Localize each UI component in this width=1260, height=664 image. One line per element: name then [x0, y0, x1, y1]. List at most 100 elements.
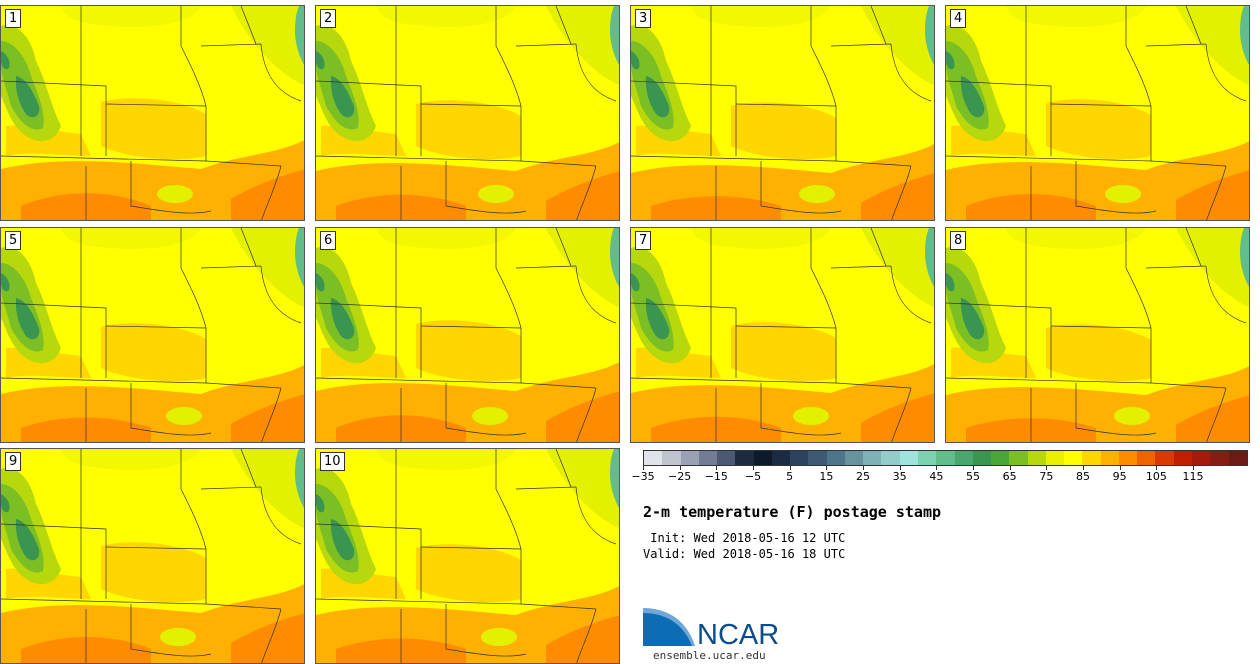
valid-time: Valid: Wed 2018-05-16 18 UTC: [643, 547, 846, 561]
figure-title: 2-m temperature (F) postage stamp: [643, 503, 942, 521]
colorbar-swatch: [1082, 451, 1101, 465]
init-time: Init: Wed 2018-05-16 12 UTC: [643, 531, 846, 545]
temperature-map: [946, 6, 1249, 220]
colorbar-swatch: [1045, 451, 1065, 465]
colorbar-swatch: [1191, 451, 1211, 465]
colorbar-swatch: [1137, 451, 1156, 465]
colorbar-tick-mark: [643, 466, 644, 470]
member-number-label: 7: [635, 231, 652, 250]
colorbar-swatch: [972, 451, 992, 465]
member-number-label: 5: [5, 231, 22, 250]
colorbar-tick-label: 85: [1076, 470, 1090, 483]
colorbar-tick-label: 65: [1002, 470, 1017, 483]
colorbar-swatch: [698, 451, 718, 465]
ensemble-member-panel: 4: [945, 5, 1250, 221]
colorbar-tick-mark: [1046, 466, 1048, 470]
colorbar-swatch: [662, 451, 681, 465]
colorbar-tick-mark: [863, 466, 864, 470]
colorbar-swatch: [881, 451, 900, 465]
colorbar-swatch: [790, 451, 809, 465]
colorbar-tick-label: 25: [856, 470, 870, 483]
colorbar-tick-label: −5: [744, 470, 762, 483]
colorbar-tick-mark: [716, 466, 718, 470]
ensemble-member-panel: 1: [0, 5, 305, 221]
member-number-label: 2: [320, 9, 337, 28]
colorbar-swatch: [771, 451, 791, 465]
member-number-label: 10: [320, 452, 345, 471]
colorbar-tick-label: 95: [1112, 470, 1127, 483]
colorbar-swatch: [863, 451, 882, 465]
colorbar-swatch: [899, 451, 918, 465]
member-number-label: 6: [320, 231, 337, 250]
ensemble-member-panel: 5: [0, 227, 305, 443]
colorbar-swatch: [954, 451, 973, 465]
colorbar-tick-label: 105: [1145, 470, 1167, 483]
colorbar-tick-label: 15: [819, 470, 834, 483]
colorbar-tick-label: 55: [966, 470, 980, 483]
colorbar-tick-mark: [1083, 466, 1084, 470]
colorbar-tick-mark: [973, 466, 974, 470]
temperature-map: [1, 228, 304, 442]
colorbar-swatch: [1155, 451, 1174, 465]
temperature-map: [316, 228, 619, 442]
colorbar-tick-mark: [1156, 466, 1158, 470]
colorbar-tick-label: −25: [668, 470, 692, 483]
colorbar-tick-label: 45: [929, 470, 944, 483]
temperature-map: [946, 228, 1249, 442]
colorbar-tick-mark: [1009, 466, 1011, 470]
colorbar-swatch: [917, 451, 937, 465]
colorbar-swatch: [1027, 451, 1046, 465]
member-number-label: 8: [950, 231, 967, 250]
colorbar-swatch: [1173, 451, 1192, 465]
ensemble-member-panel: 8: [945, 227, 1250, 443]
ensemble-member-panel: 2: [315, 5, 620, 221]
colorbar-tick-label: 115: [1182, 470, 1204, 483]
colorbar-tick-label: −35: [631, 470, 655, 483]
colorbar-swatch: [936, 451, 955, 465]
member-number-label: 3: [635, 9, 652, 28]
member-number-label: 1: [5, 9, 22, 28]
colorbar-swatch: [753, 451, 772, 465]
temperature-map: [631, 228, 934, 442]
colorbar-tick-label: 5: [786, 470, 794, 483]
ncar-logo: NCAR: [643, 608, 779, 650]
colorbar-tick-mark: [679, 466, 681, 470]
colorbar-swatch: [844, 451, 864, 465]
website-url: ensemble.ucar.edu: [653, 649, 766, 662]
colorbar-swatch: [808, 451, 827, 465]
colorbar-swatch: [991, 451, 1010, 465]
ncar-logo-swoosh: [643, 611, 693, 646]
colorbar-swatch: [717, 451, 736, 465]
colorbar-tick-labels: −35 −25 −15 −5 5 15 25 35 45 55 65 75 85 95 105 115: [631, 466, 1248, 484]
colorbar-tick-label: 75: [1039, 470, 1054, 483]
ensemble-member-panel: 9: [0, 448, 305, 664]
colorbar-swatch: [1100, 451, 1119, 465]
colorbar-swatch: [1228, 451, 1247, 465]
colorbar-swatch: [1118, 451, 1138, 465]
temperature-map: [316, 449, 619, 663]
colorbar-tick-mark: [789, 466, 791, 470]
ensemble-member-panel: 6: [315, 227, 620, 443]
colorbar-tick-mark: [1193, 466, 1194, 470]
colorbar-swatch: [826, 451, 845, 465]
colorbar-tick-label: −15: [704, 470, 728, 483]
colorbar-swatch: [680, 451, 699, 465]
temperature-map: [1, 449, 304, 663]
colorbar-tick-mark: [936, 466, 938, 470]
temperature-colorbar: [643, 450, 1248, 466]
ensemble-member-panel: 3: [630, 5, 935, 221]
colorbar-tick-mark: [753, 466, 754, 470]
member-number-label: 4: [950, 9, 967, 28]
temperature-map: [1, 6, 304, 220]
colorbar-swatch: [1064, 451, 1083, 465]
colorbar-swatch: [1210, 451, 1229, 465]
member-number-label: 9: [5, 452, 22, 471]
ncar-logo-text: NCAR: [697, 619, 779, 650]
colorbar-tick-mark: [1119, 466, 1121, 470]
temperature-map: [631, 6, 934, 220]
ensemble-member-panel: 10: [315, 448, 620, 664]
colorbar-swatch: [1009, 451, 1028, 465]
ensemble-member-panel: 7: [630, 227, 935, 443]
colorbar-tick-mark: [826, 466, 828, 470]
colorbar-tick-mark: [899, 466, 901, 470]
